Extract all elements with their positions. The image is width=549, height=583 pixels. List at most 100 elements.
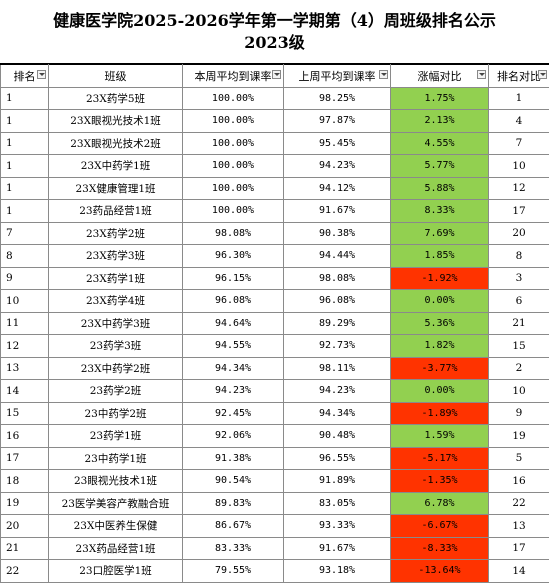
cell-last-rank: 5 [489, 447, 549, 470]
cell-change: -1.35% [391, 470, 489, 493]
cell-this-week: 94.55% [183, 335, 284, 358]
header-last-week: 上周平均到课率 [284, 65, 391, 88]
cell-last-week: 90.38% [284, 222, 391, 245]
cell-this-week: 100.00% [183, 87, 284, 110]
cell-last-week: 94.12% [284, 177, 391, 200]
cell-class: 23X药学3班 [49, 245, 183, 268]
cell-class: 23X药品经营1班 [49, 537, 183, 560]
cell-change: -6.67% [391, 515, 489, 538]
cell-last-rank: 19 [489, 425, 549, 448]
cell-class: 23X中药学2班 [49, 357, 183, 380]
filter-dropdown-icon[interactable] [538, 70, 547, 79]
cell-change: -3.77% [391, 357, 489, 380]
cell-class: 23X中药学1班 [49, 155, 183, 178]
cell-last-week: 98.25% [284, 87, 391, 110]
cell-last-rank: 13 [489, 515, 549, 538]
cell-last-rank: 17 [489, 200, 549, 223]
cell-this-week: 96.15% [183, 267, 284, 290]
cell-this-week: 100.00% [183, 177, 284, 200]
cell-rank: 22 [1, 560, 49, 583]
cell-change: 5.36% [391, 312, 489, 335]
cell-rank: 15 [1, 402, 49, 425]
header-row: 排名 班级 本周平均到课率 上周平均到课率 涨幅对比 排名对比 [1, 65, 549, 88]
cell-this-week: 100.00% [183, 132, 284, 155]
cell-change: 1.85% [391, 245, 489, 268]
cell-rank: 11 [1, 312, 49, 335]
cell-class: 23X眼视光技术2班 [49, 132, 183, 155]
cell-rank: 10 [1, 290, 49, 313]
cell-this-week: 89.83% [183, 492, 284, 515]
cell-last-rank: 17 [489, 537, 549, 560]
cell-this-week: 100.00% [183, 110, 284, 133]
filter-dropdown-icon[interactable] [379, 70, 388, 79]
cell-this-week: 83.33% [183, 537, 284, 560]
cell-change: 4.55% [391, 132, 489, 155]
cell-last-week: 91.67% [284, 537, 391, 560]
cell-class: 23X中药学3班 [49, 312, 183, 335]
cell-this-week: 94.34% [183, 357, 284, 380]
cell-rank: 17 [1, 447, 49, 470]
cell-rank: 1 [1, 132, 49, 155]
cell-last-week: 90.48% [284, 425, 391, 448]
cell-change: 5.88% [391, 177, 489, 200]
cell-this-week: 92.45% [183, 402, 284, 425]
report-title: 健康医学院2025-2026学年第一学期第（4）周班级排名公示 2023级 [0, 0, 549, 64]
cell-rank: 16 [1, 425, 49, 448]
cell-last-week: 96.55% [284, 447, 391, 470]
cell-last-week: 89.29% [284, 312, 391, 335]
cell-change: 6.78% [391, 492, 489, 515]
cell-class: 23药学3班 [49, 335, 183, 358]
cell-rank: 20 [1, 515, 49, 538]
cell-rank: 1 [1, 177, 49, 200]
cell-rank: 1 [1, 155, 49, 178]
cell-rank: 8 [1, 245, 49, 268]
header-change: 涨幅对比 [391, 65, 489, 88]
filter-dropdown-icon[interactable] [272, 70, 281, 79]
cell-last-rank: 6 [489, 290, 549, 313]
cell-change: -5.17% [391, 447, 489, 470]
cell-last-rank: 10 [489, 380, 549, 403]
cell-change: 2.13% [391, 110, 489, 133]
cell-rank: 7 [1, 222, 49, 245]
cell-change: 5.77% [391, 155, 489, 178]
cell-last-rank: 14 [489, 560, 549, 583]
cell-class: 23医学美容产教融合班 [49, 492, 183, 515]
cell-change: 1.82% [391, 335, 489, 358]
cell-last-week: 98.08% [284, 267, 391, 290]
cell-change: -1.89% [391, 402, 489, 425]
cell-last-week: 97.87% [284, 110, 391, 133]
filter-dropdown-icon[interactable] [37, 70, 46, 79]
cell-change: 0.00% [391, 290, 489, 313]
cell-last-rank: 10 [489, 155, 549, 178]
cell-last-week: 94.44% [284, 245, 391, 268]
cell-last-week: 95.45% [284, 132, 391, 155]
cell-last-week: 94.23% [284, 380, 391, 403]
title-line-1: 健康医学院2025-2026学年第一学期第（4）周班级排名公示 [53, 10, 496, 32]
cell-rank: 12 [1, 335, 49, 358]
cell-this-week: 79.55% [183, 560, 284, 583]
cell-change: 8.33% [391, 200, 489, 223]
filter-dropdown-icon[interactable] [477, 70, 486, 79]
cell-last-week: 92.73% [284, 335, 391, 358]
cell-change: 1.75% [391, 87, 489, 110]
header-class: 班级 [49, 65, 183, 88]
cell-rank: 14 [1, 380, 49, 403]
cell-class: 23药品经营1班 [49, 200, 183, 223]
cell-last-week: 98.11% [284, 357, 391, 380]
cell-last-week: 96.08% [284, 290, 391, 313]
cell-last-rank: 22 [489, 492, 549, 515]
cell-last-rank: 8 [489, 245, 549, 268]
header-this-week: 本周平均到课率 [183, 65, 284, 88]
cell-last-week: 91.67% [284, 200, 391, 223]
cell-change: -13.64% [391, 560, 489, 583]
